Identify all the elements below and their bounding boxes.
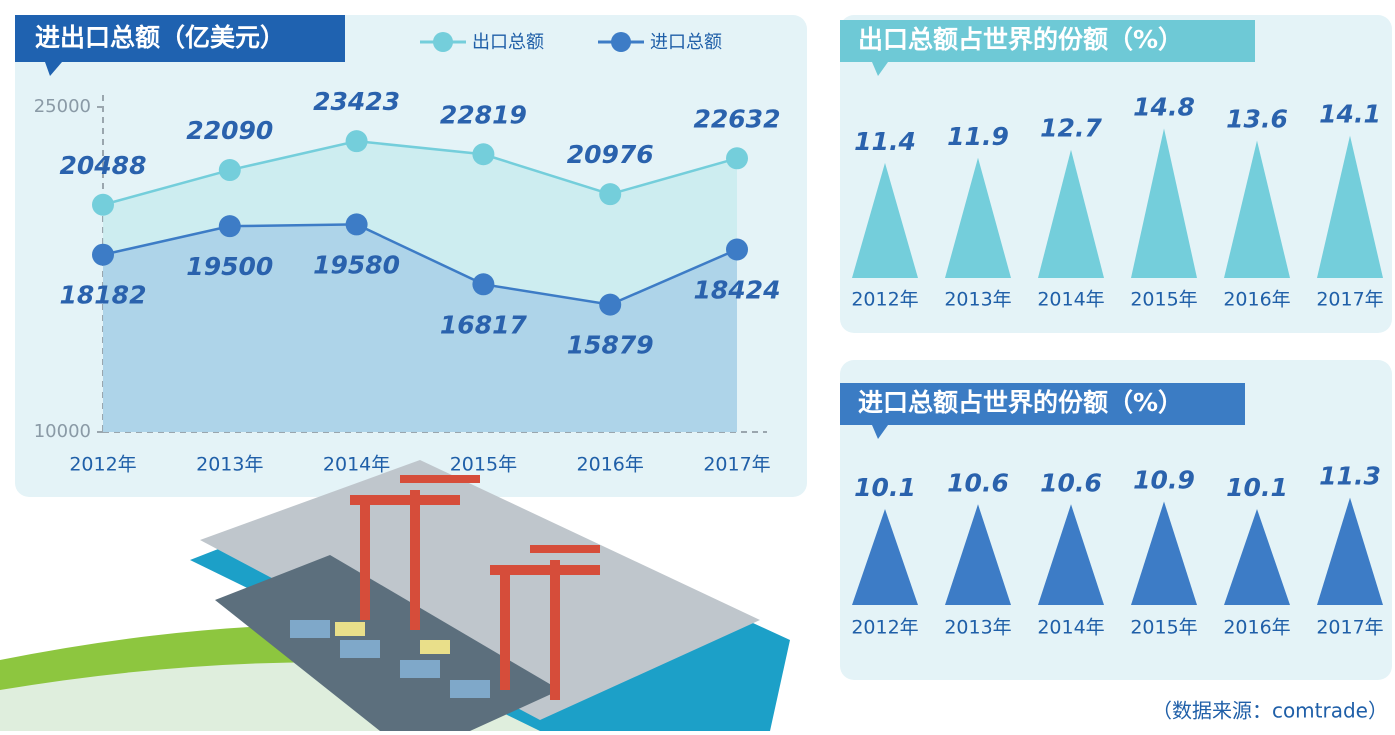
- value-label: 18424: [694, 275, 781, 304]
- value-label: 20488: [60, 151, 147, 180]
- triangle-bar: [1131, 128, 1197, 278]
- y-tick-label: 25000: [34, 96, 91, 117]
- value-label: 15879: [567, 331, 654, 360]
- triangle-bar: [852, 509, 918, 605]
- x-tick-label: 2015年: [450, 454, 517, 476]
- value-label: 11.9: [947, 122, 1009, 151]
- x-tick-label: 2013年: [944, 617, 1011, 639]
- value-label: 16817: [440, 310, 528, 339]
- panel: [840, 15, 1392, 333]
- x-tick-label: 2012年: [851, 289, 918, 311]
- point: [345, 130, 368, 153]
- x-tick-label: 2016年: [1223, 289, 1290, 311]
- value-label: 10.1: [1226, 473, 1288, 502]
- value-label: 22632: [694, 104, 781, 133]
- value-label: 13.6: [1226, 105, 1288, 134]
- value-label: 18182: [60, 281, 147, 310]
- value-label: 20976: [567, 140, 654, 169]
- x-tick-label: 2014年: [1037, 617, 1104, 639]
- point: [472, 273, 495, 296]
- value-label: 22819: [440, 100, 527, 129]
- triangle-bar: [1224, 509, 1290, 605]
- source-note: （数据来源：comtrade）: [1152, 699, 1388, 723]
- x-tick-label: 2014年: [323, 454, 390, 476]
- value-label: 22090: [186, 116, 273, 145]
- point: [472, 143, 495, 166]
- line: [102, 139, 738, 206]
- value-label: 10.6: [947, 468, 1009, 497]
- chart-title: 进出口总额（亿美元）: [35, 23, 285, 52]
- point: [92, 193, 114, 216]
- port-illustration: [0, 460, 790, 731]
- x-tick-label: 2013年: [944, 289, 1011, 311]
- triangle-bar: [1038, 504, 1104, 605]
- x-tick-label: 2015年: [1130, 289, 1197, 311]
- point: [218, 159, 241, 182]
- line: [102, 223, 738, 306]
- legend-label: 出口总额: [472, 32, 544, 53]
- point: [599, 183, 622, 206]
- x-tick-label: 2013年: [196, 454, 263, 476]
- legend-label: 进口总额: [650, 32, 722, 53]
- x-tick-label: 2015年: [1130, 617, 1197, 639]
- point: [599, 293, 622, 316]
- value-label: 12.7: [1040, 114, 1102, 143]
- value-label: 14.1: [1319, 100, 1381, 129]
- point: [218, 215, 241, 238]
- x-tick-label: 2017年: [1316, 617, 1383, 639]
- x-tick-label: 2016年: [1223, 617, 1290, 639]
- area: [103, 224, 737, 432]
- x-tick-label: 2017年: [703, 454, 770, 476]
- triangle-bar: [1038, 149, 1104, 278]
- point: [345, 213, 368, 236]
- y-tick-label: 10000: [34, 421, 91, 442]
- point: [726, 147, 748, 170]
- value-label: 19500: [186, 252, 273, 281]
- triangle-bar: [1224, 140, 1290, 278]
- value-label: 10.1: [854, 473, 916, 502]
- chart-title: 出口总额占世界的份额（%）: [858, 25, 1183, 54]
- point: [92, 243, 114, 266]
- triangle-bar: [945, 157, 1011, 278]
- triangle-bar: [1131, 501, 1197, 605]
- value-label: 11.3: [1319, 462, 1381, 491]
- title-badge: [15, 15, 345, 76]
- legend-marker: [611, 32, 631, 52]
- x-tick-label: 2012年: [851, 617, 918, 639]
- value-label: 23423: [313, 87, 400, 116]
- x-tick-label: 2016年: [577, 454, 644, 476]
- point: [726, 238, 748, 261]
- x-tick-label: 2012年: [69, 454, 136, 476]
- triangle-bar: [1317, 135, 1383, 278]
- legend-marker: [433, 32, 453, 52]
- value-label: 11.4: [854, 127, 916, 156]
- value-label: 19580: [313, 250, 400, 279]
- title-badge: [840, 383, 1245, 439]
- triangle-bar: [945, 504, 1011, 605]
- x-tick-label: 2014年: [1037, 289, 1104, 311]
- value-label: 10.9: [1133, 465, 1195, 494]
- x-tick-label: 2017年: [1316, 289, 1383, 311]
- value-label: 14.8: [1133, 93, 1195, 122]
- triangle-bar: [852, 162, 918, 278]
- value-label: 10.6: [1040, 468, 1102, 497]
- chart-title: 进口总额占世界的份额（%）: [858, 388, 1183, 417]
- triangle-bar: [1317, 497, 1383, 605]
- title-badge: [840, 20, 1255, 76]
